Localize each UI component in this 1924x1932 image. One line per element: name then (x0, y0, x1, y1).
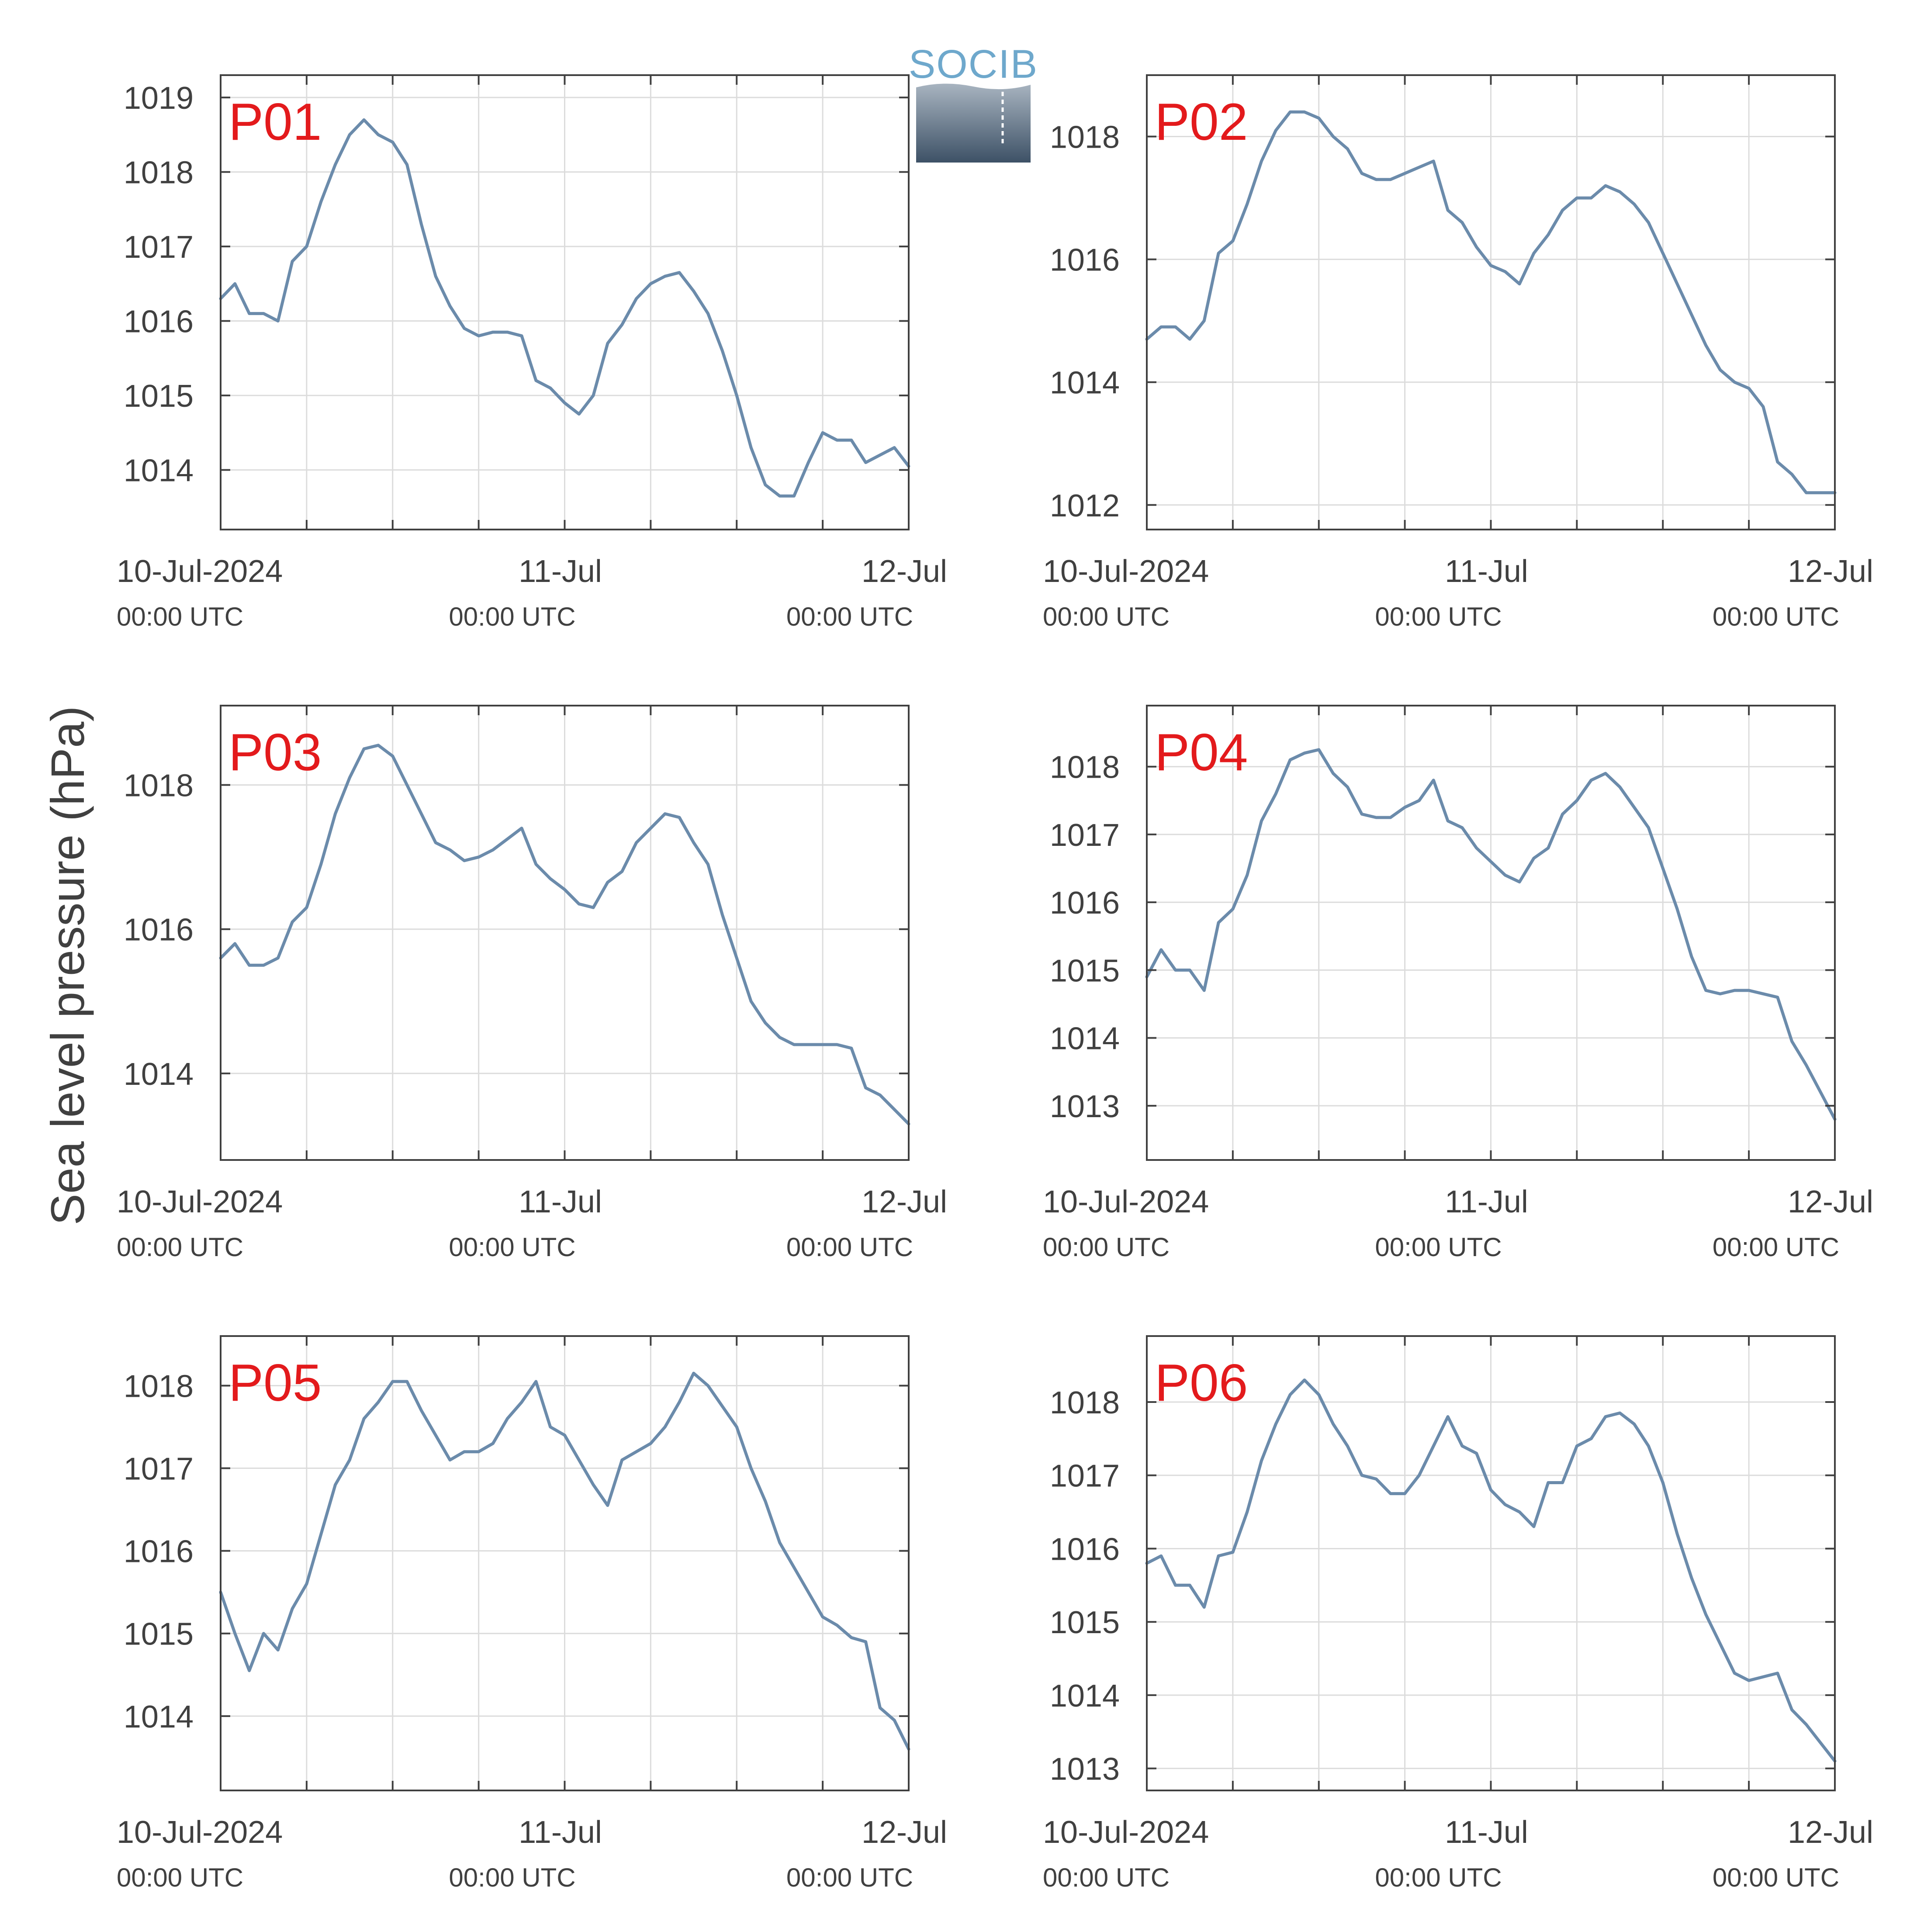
x-tick-label-time: 00:00 UTC (1043, 1863, 1170, 1892)
socib-logo: SOCIB (909, 42, 1038, 163)
x-tick-label-time: 00:00 UTC (1375, 1863, 1502, 1892)
x-tick-label-date: 12-Jul (1788, 1815, 1873, 1850)
x-tick-label-time: 00:00 UTC (117, 602, 243, 631)
x-tick-label-time: 00:00 UTC (449, 1863, 575, 1892)
y-tick-label: 1012 (1050, 488, 1120, 523)
y-tick-label: 1016 (124, 913, 194, 948)
x-tick-label-date: 11-Jul (1445, 1184, 1528, 1219)
x-tick-label-date: 12-Jul (1788, 554, 1873, 589)
y-tick-label: 1018 (124, 156, 194, 190)
x-tick-label-date: 11-Jul (519, 554, 602, 589)
x-tick-label-date: 10-Jul-2024 (117, 554, 283, 589)
y-tick-label: 1018 (1050, 750, 1120, 785)
x-tick-label-time: 00:00 UTC (786, 1863, 913, 1892)
y-tick-label: 1015 (124, 379, 194, 414)
series-line (219, 1371, 910, 1751)
chart-panel-p04: 1013 1014 1015 1016 1017 1018 10-Jul-2024 00:00… (1043, 705, 1873, 1262)
chart-panel-p05: 1014 1015 1016 1017 1018 10-Jul-2024 00:00 UTC… (117, 1335, 947, 1892)
panel-label: P01 (228, 93, 322, 151)
y-tick-label: 1014 (1050, 366, 1120, 401)
y-tick-label: 1016 (1050, 243, 1120, 278)
x-tick-label-date: 10-Jul-2024 (1043, 1184, 1209, 1219)
panel-label: P06 (1155, 1354, 1248, 1412)
x-tick-label-date: 12-Jul (862, 1184, 947, 1219)
x-tick-label-time: 00:00 UTC (117, 1863, 243, 1892)
y-tick-label: 1018 (124, 1369, 194, 1404)
x-tick-label-time: 00:00 UTC (1043, 1233, 1170, 1262)
y-tick-label: 1016 (124, 305, 194, 339)
logo-text: SOCIB (909, 42, 1038, 87)
series-line (219, 744, 910, 1125)
chart-panel-p03: 1014 1016 1018 10-Jul-2024 00:00 UTC 11-Jul 00… (117, 705, 947, 1262)
y-tick-label: 1018 (1050, 120, 1120, 155)
panel-label: P04 (1155, 723, 1248, 782)
logo-wave (916, 83, 1031, 163)
x-tick-label-time: 00:00 UTC (1713, 1863, 1839, 1892)
panel-label: P05 (228, 1354, 322, 1412)
y-tick-label: 1013 (1050, 1752, 1120, 1787)
chart-panels: 1014 1015 1016 1017 1018 1019 10-Jul-2024 00:00… (117, 74, 1873, 1892)
series-line (1145, 1378, 1837, 1763)
chart-panel-p01: 1014 1015 1016 1017 1018 1019 10-Jul-2024 00:00… (117, 74, 947, 631)
y-tick-label: 1018 (1050, 1385, 1120, 1420)
y-tick-label: 1017 (124, 230, 194, 265)
y-tick-label: 1015 (1050, 1605, 1120, 1640)
y-tick-label: 1014 (124, 1700, 194, 1735)
x-tick-label-time: 00:00 UTC (786, 1233, 913, 1262)
chart-panel-p02: 1012 1014 1016 1018 10-Jul-2024 00:00 UTC 11-J… (1043, 74, 1873, 631)
x-tick-label-time: 00:00 UTC (1375, 602, 1502, 631)
x-tick-label-date: 10-Jul-2024 (1043, 1815, 1209, 1850)
y-tick-label: 1017 (1050, 1459, 1120, 1494)
x-tick-label-date: 12-Jul (862, 1815, 947, 1850)
series-line (1145, 748, 1837, 1121)
panel-label: P02 (1155, 93, 1248, 151)
x-tick-label-date: 11-Jul (519, 1815, 602, 1850)
y-tick-label: 1013 (1050, 1089, 1120, 1124)
y-tick-label: 1018 (124, 769, 194, 803)
y-tick-label: 1016 (1050, 886, 1120, 921)
x-tick-label-date: 10-Jul-2024 (117, 1815, 283, 1850)
y-tick-label: 1016 (1050, 1532, 1120, 1567)
panel-label: P03 (228, 723, 322, 782)
x-tick-label-time: 00:00 UTC (1043, 602, 1170, 631)
y-tick-label: 1014 (1050, 1021, 1120, 1056)
x-tick-label-time: 00:00 UTC (117, 1233, 243, 1262)
y-tick-label: 1017 (124, 1452, 194, 1487)
x-tick-label-time: 00:00 UTC (1713, 602, 1839, 631)
x-tick-label-date: 10-Jul-2024 (1043, 554, 1209, 589)
y-tick-label: 1014 (1050, 1679, 1120, 1714)
x-tick-label-date: 11-Jul (1445, 1815, 1528, 1850)
x-tick-label-date: 12-Jul (1788, 1184, 1873, 1219)
y-tick-label: 1019 (124, 81, 194, 116)
y-tick-label: 1015 (124, 1617, 194, 1652)
y-tick-label: 1016 (124, 1534, 194, 1569)
y-tick-label: 1014 (124, 454, 194, 488)
x-tick-label-time: 00:00 UTC (1713, 1233, 1839, 1262)
x-tick-label-date: 10-Jul-2024 (117, 1184, 283, 1219)
chart-panel-p06: 1013 1014 1015 1016 1017 1018 10-Jul-2024 00:00… (1043, 1335, 1873, 1892)
x-tick-label-date: 11-Jul (519, 1184, 602, 1219)
x-tick-label-time: 00:00 UTC (449, 1233, 575, 1262)
y-tick-label: 1015 (1050, 953, 1120, 988)
x-tick-label-time: 00:00 UTC (1375, 1233, 1502, 1262)
y-tick-label: 1014 (124, 1057, 194, 1092)
x-tick-label-time: 00:00 UTC (449, 602, 575, 631)
series-line (1145, 110, 1837, 495)
series-line (219, 118, 910, 498)
x-tick-label-date: 12-Jul (862, 554, 947, 589)
y-axis-label: Sea level pressure (hPa) (41, 706, 94, 1226)
x-tick-label-date: 11-Jul (1445, 554, 1528, 589)
y-tick-label: 1017 (1050, 818, 1120, 853)
x-tick-label-time: 00:00 UTC (786, 602, 913, 631)
